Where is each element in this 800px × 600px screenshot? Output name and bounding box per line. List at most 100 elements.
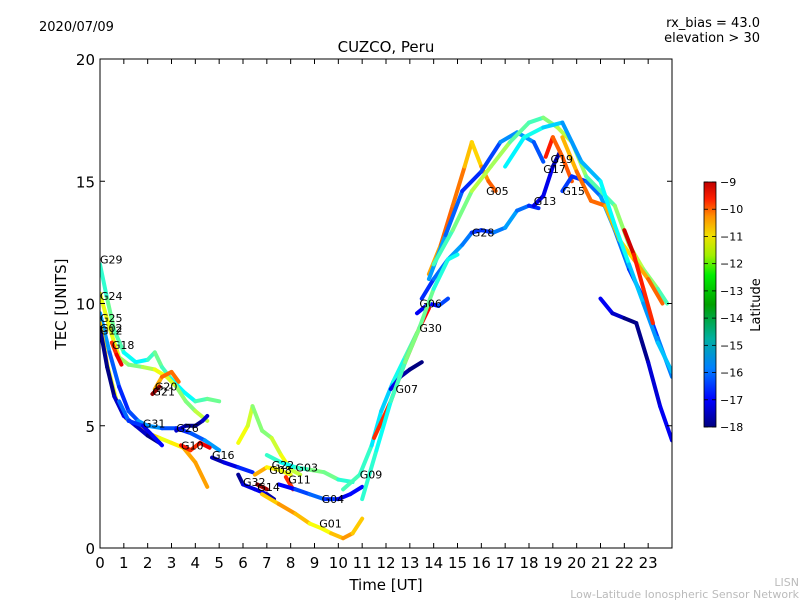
track-segment — [612, 223, 632, 267]
satellite-track-g16 — [210, 455, 255, 475]
track-segment — [460, 169, 484, 194]
satellite-track-g20 — [152, 369, 181, 392]
track-segment — [646, 360, 663, 409]
satellite-track — [360, 252, 460, 502]
track-segment — [105, 296, 117, 333]
track-segment — [462, 140, 474, 169]
track-segment — [210, 455, 226, 465]
track-segment — [140, 365, 157, 372]
satellite-label: G16 — [212, 449, 235, 462]
x-tick-label: 8 — [286, 554, 296, 572]
x-tick-label: 15 — [448, 554, 467, 572]
track-segment — [388, 360, 408, 404]
track-segment — [152, 374, 164, 392]
track-segment — [117, 399, 131, 423]
colorbar-tick-label: −17 — [720, 394, 743, 407]
track-segment — [252, 487, 269, 497]
track-segment — [236, 465, 255, 475]
x-tick-label: 20 — [567, 554, 586, 572]
satellite-label: G17 — [543, 163, 566, 176]
colorbar-tick-label: −14 — [720, 312, 743, 325]
track-segment — [391, 355, 408, 384]
track-segment — [627, 262, 646, 306]
satellite-label: G13 — [534, 195, 557, 208]
satellite-label: G30 — [419, 322, 442, 335]
track-segment — [221, 460, 241, 470]
track-segment — [634, 321, 651, 365]
x-tick-label: 14 — [424, 554, 443, 572]
track-segment — [403, 325, 422, 365]
satellite-label: G21 — [152, 386, 175, 399]
track-segment — [469, 140, 484, 169]
satellite-track — [503, 120, 672, 374]
track-segment — [584, 179, 603, 198]
satellite-label: G24 — [100, 290, 123, 303]
y-tick-label: 0 — [85, 540, 95, 558]
x-tick-label: 12 — [376, 554, 395, 572]
track-segment — [260, 492, 281, 506]
track-segment — [193, 460, 210, 489]
credit-long: Low-Latitude Ionospheric Sensor Network — [570, 588, 799, 600]
track-segment — [407, 360, 424, 372]
chart-title: CUZCO, Peru — [338, 38, 435, 56]
track-segment — [498, 130, 520, 145]
track-segment — [183, 399, 198, 414]
track-segment — [450, 164, 467, 208]
track-segment — [174, 384, 188, 404]
track-segment — [121, 350, 138, 365]
satellite-label: G01 — [319, 518, 342, 531]
track-segment — [655, 340, 672, 374]
track-segment — [641, 301, 660, 345]
satellite-label: G11 — [288, 474, 311, 487]
track-segment — [655, 286, 670, 306]
colorbar-tick-label: −18 — [720, 421, 743, 434]
track-segment — [522, 125, 546, 140]
track-segment — [431, 257, 450, 291]
track-segment — [479, 140, 503, 174]
colorbar-tick-label: −15 — [720, 339, 743, 352]
track-segment — [181, 389, 198, 404]
track-segment — [436, 296, 450, 308]
track-segment — [374, 399, 393, 453]
x-tick-label: 17 — [496, 554, 515, 572]
x-tick-label: 16 — [472, 554, 491, 572]
satellite-track — [598, 296, 672, 443]
satellite-track-g10 — [179, 440, 212, 453]
track-segment — [543, 135, 555, 159]
track-segment — [503, 208, 520, 230]
track-segment — [252, 465, 269, 477]
track-segment — [350, 516, 365, 536]
track-segment — [550, 135, 565, 159]
track-segment — [658, 404, 672, 443]
satellite-track-g08 — [252, 465, 293, 477]
track-segment — [341, 472, 362, 492]
track-segment — [469, 164, 493, 194]
track-segment — [140, 423, 155, 438]
track-segment — [560, 120, 584, 164]
track-segment — [336, 492, 353, 502]
track-segment — [307, 467, 327, 475]
x-tick-label: 3 — [167, 554, 177, 572]
track-segment — [205, 396, 222, 404]
satellite-label: G19 — [550, 153, 573, 166]
x-tick-label: 2 — [143, 554, 153, 572]
satellite-track-g18 — [109, 340, 124, 367]
track-segment — [622, 316, 639, 326]
x-tick-label: 9 — [310, 554, 320, 572]
track-segment — [584, 174, 603, 194]
track-segment — [450, 189, 474, 233]
satellite-label: G29 — [100, 253, 123, 266]
track-segment — [152, 350, 164, 370]
satellite-label: G25 — [100, 312, 123, 325]
track-segment — [241, 482, 257, 492]
track-segment — [100, 262, 110, 301]
track-segment — [598, 296, 615, 316]
x-tick-label: 18 — [519, 554, 538, 572]
y-tick-label: 5 — [85, 418, 95, 436]
satellite-track-g26 — [174, 413, 210, 433]
track-segment — [202, 438, 222, 453]
x-tick-label: 7 — [262, 554, 272, 572]
track-segment — [541, 120, 565, 130]
satellite-label: G06 — [419, 298, 442, 311]
